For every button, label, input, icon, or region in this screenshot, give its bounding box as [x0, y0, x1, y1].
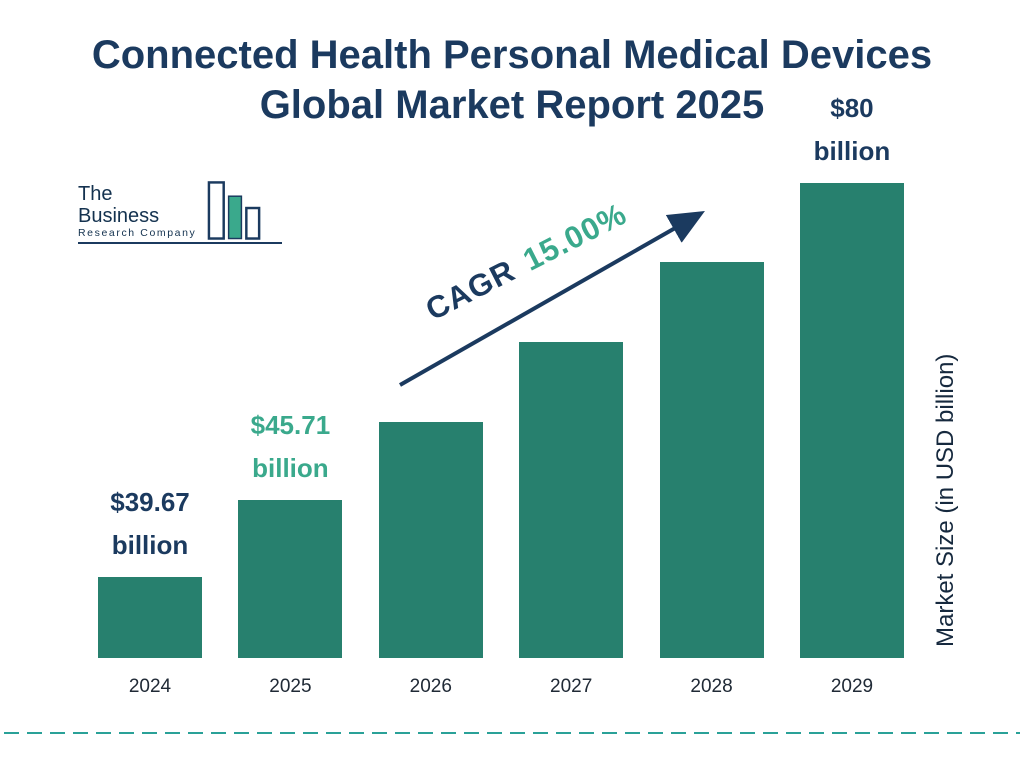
logo-text: The Business Research Company	[78, 183, 197, 240]
x-tick: 2028	[690, 676, 733, 697]
bar-2028	[659, 262, 764, 658]
y-axis-label: Market Size (in USD billion)	[932, 353, 959, 647]
x-tick: 2024	[128, 676, 172, 697]
title-line-1: Connected Health Personal Medical Device…	[91, 33, 933, 77]
bar-2027	[519, 342, 624, 658]
value-label-unit: billion	[111, 530, 189, 560]
x-tick: 2026	[409, 676, 452, 697]
value-label-amount: $80	[830, 93, 874, 123]
bar-2029	[799, 183, 904, 658]
bar-column-2024: $39.67 billion 2024	[98, 95, 202, 700]
x-tick: 2029	[830, 676, 874, 697]
logo-name: The Business	[78, 183, 160, 227]
bar-column-2026: 2026	[378, 95, 483, 700]
value-label: $39.67 billion	[70, 481, 230, 567]
x-tick: 2027	[550, 676, 593, 697]
logo: The Business Research Company	[78, 178, 282, 244]
value-label: $80 billion	[772, 87, 932, 173]
x-tick: 2025	[269, 676, 312, 697]
bar-column-2025: $45.71 billion 2025	[238, 95, 343, 700]
page-title: Connected Health Personal Medical Device…	[0, 30, 1024, 130]
value-label: $45.71 billion	[210, 404, 370, 490]
bar-2025	[238, 500, 343, 658]
bar-chart: $39.67 billion 2024 $45.71 billion 2025 2026 20…	[98, 93, 904, 700]
bar-2024	[98, 577, 202, 658]
value-label-unit: billion	[813, 136, 891, 166]
value-label-amount: $39.67	[110, 487, 190, 517]
bar-column-2027: 2027	[519, 95, 624, 700]
bottom-divider	[4, 732, 1020, 734]
bar-column-2029: $80 billion 2029	[799, 93, 904, 700]
value-label-unit: billion	[252, 453, 329, 483]
logo-subname: Research Company	[78, 227, 197, 239]
bar-2026	[378, 422, 483, 658]
logo-bar-chart-icon	[207, 181, 261, 240]
bar-column-2028: 2028	[659, 95, 764, 700]
title-line-2: Global Market Report 2025	[259, 83, 765, 127]
value-label-amount: $45.71	[250, 410, 331, 440]
